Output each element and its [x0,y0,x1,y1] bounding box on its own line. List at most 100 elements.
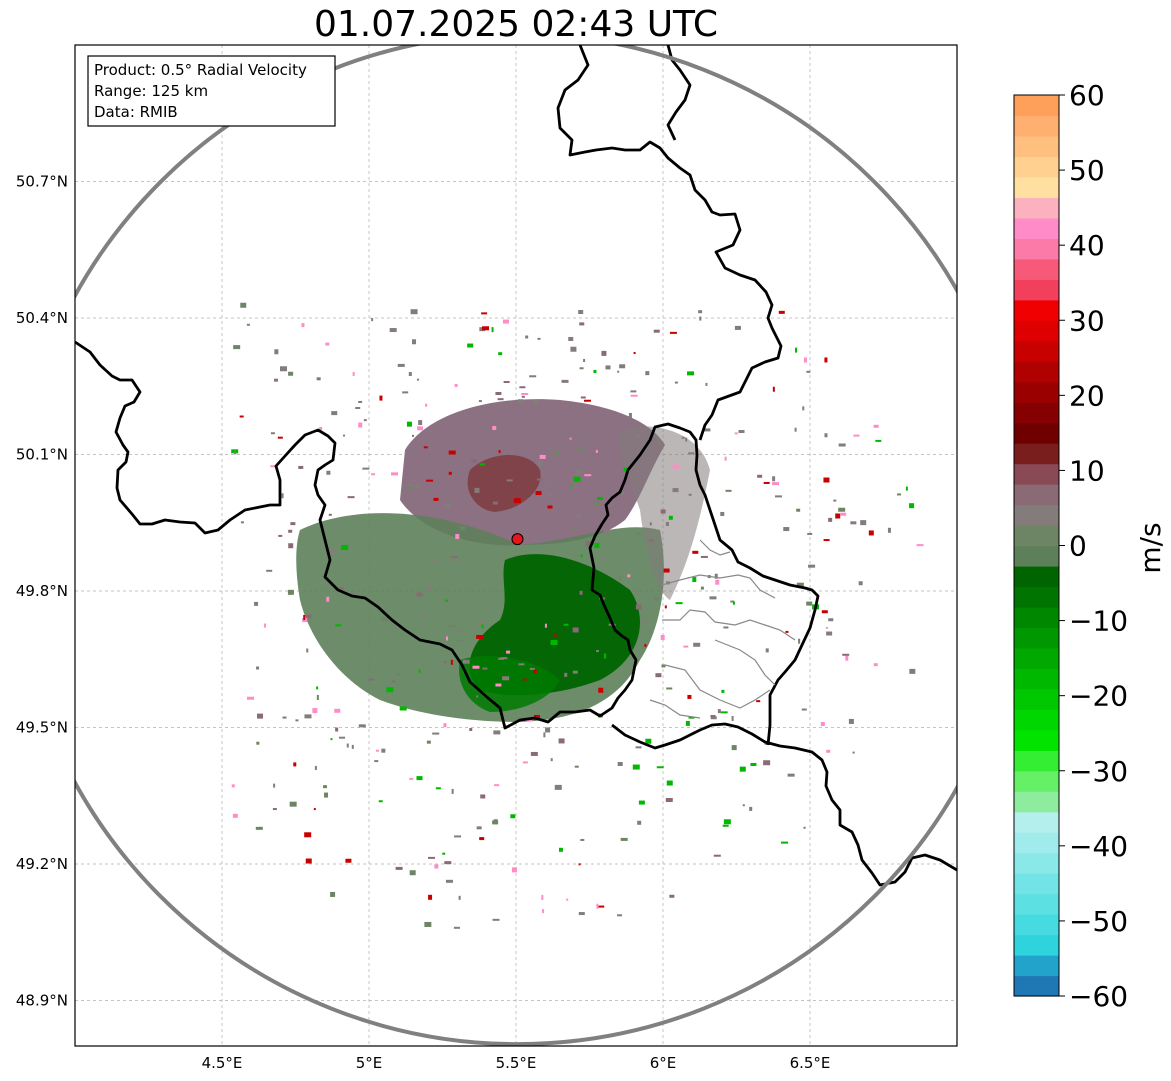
echo-speck [287,589,294,595]
echo-speck [378,800,383,803]
colorbar-tick-label: −60 [1069,980,1128,1013]
x-tick-label: 6°E [650,1054,677,1072]
echo-speck [442,852,446,855]
echo-speck [828,618,834,622]
map-frame [74,44,958,1047]
echo-speck [544,623,547,628]
echo-speck [709,596,717,600]
radar-site-marker[interactable] [511,533,524,546]
echo-speck [842,653,850,656]
echo-speck [305,858,312,864]
colorbar-swatch [1014,545,1059,567]
colorbar-ticks: 60 50 40 30 20 10 0 −10 −20 −30 −40 −50 −60 [1059,79,1128,1013]
echo-speck [448,625,456,628]
echo-speck [749,806,753,811]
range-ring [75,45,957,1046]
echo-speck [397,363,405,367]
echo-speck [802,406,805,411]
echo-speck [783,527,790,532]
echo-speck [368,678,375,681]
echo-speck [617,914,623,917]
echo-speck [698,310,703,314]
echo-speck [868,530,874,536]
echo-speck [545,481,548,486]
echo-speck [453,926,460,929]
echo-speck [617,762,623,767]
colorbar-swatch [1014,586,1059,608]
echo-speck [305,614,312,619]
colorbar-swatch [1014,647,1059,669]
echo-speck [826,749,831,753]
y-tick-label: 48.9°N [16,992,68,1010]
echo-speck [569,484,574,489]
echo-speck [303,614,306,620]
echo-speck [619,576,622,581]
echo-speck [282,716,287,719]
y-tick-label: 50.1°N [16,446,68,464]
echo-speck [722,824,729,827]
colorbar-tick-label: 50 [1069,154,1105,187]
echo-speck [478,400,482,403]
colorbar-tick-label: −10 [1069,605,1128,638]
echo-speck [525,335,529,339]
echo-speck [522,678,527,681]
echo-speck [529,375,537,378]
echo-speck [239,415,244,418]
echo-speck [714,573,718,579]
echo-speck [386,687,394,693]
echo-speck [603,529,610,535]
echo-speck [379,395,383,401]
echo-speck [395,561,398,564]
echo-speck [561,379,569,383]
echo-speck [347,496,355,499]
echo-speck [472,665,480,669]
echo-speck [739,766,746,772]
echo-speck [772,482,780,486]
echo-speck [406,421,412,427]
colorbar-swatch [1014,729,1059,751]
echo-speck [522,761,528,764]
echo-speck [352,372,355,377]
echo-speck [853,434,860,437]
echo-speck [358,724,366,728]
colorbar-swatch [1014,422,1059,444]
colorbar-swatch [1014,893,1059,915]
echo-speck [497,398,504,401]
colorbar-tick-label: 60 [1069,79,1105,112]
colorbar-tick-label: 30 [1069,304,1105,337]
echo-speck [358,400,363,403]
echo-speck [338,586,344,591]
colorbar-swatch [1014,238,1059,260]
echo-speck [492,918,500,921]
echo-speck [666,780,673,786]
echo-speck [573,476,581,482]
map-area[interactable]: Product: 0.5° Radial Velocity Range: 125… [12,34,1022,1072]
colorbar-swatch [1014,504,1059,526]
echo-speck [723,626,729,629]
echo-speck [715,579,720,585]
colorbar-tick-label: −20 [1069,680,1128,713]
border-line-northeast-tab [666,45,692,141]
echo-speck [420,612,423,618]
echo-speck [273,783,276,788]
echo-speck [693,642,701,647]
echo-speck [395,866,403,870]
echo-speck [511,867,517,873]
echo-speck [574,765,579,768]
echo-speck [513,498,521,504]
echo-speck [325,342,330,346]
echo-speck [685,437,688,442]
colorbar-swatch [1014,156,1059,178]
echo-speck [510,814,516,819]
echo-speck [660,509,666,514]
echo-speck [584,399,592,402]
echo-speck [580,554,583,558]
echo-speck [669,331,677,334]
colorbar-swatch [1014,832,1059,854]
echo-speck [873,424,879,428]
echo-speck [444,861,452,865]
echo-speck [493,819,498,825]
echo-speck [645,371,650,376]
echo-speck [257,713,264,719]
